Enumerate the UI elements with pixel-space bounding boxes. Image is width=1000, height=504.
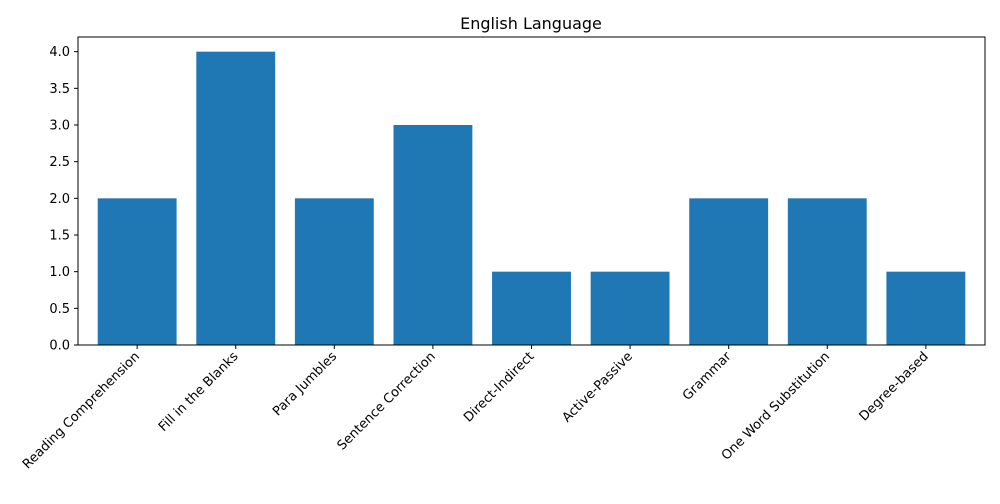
- x-tick-label: Para Jumbles: [270, 349, 340, 419]
- x-tick-label: One Word Substitution: [719, 349, 833, 463]
- x-tick-label: Reading Comprehension: [20, 349, 143, 472]
- bar-degree-based: [886, 271, 966, 345]
- bar-para-jumbles: [294, 198, 374, 345]
- plot-frame: [77, 36, 986, 346]
- y-tick-label: 3.5: [49, 82, 70, 97]
- chart-title: English Language: [460, 14, 602, 33]
- x-tick-label: Degree-based: [857, 349, 932, 424]
- x-tick-label: Grammar: [680, 349, 735, 404]
- bar-one-word-substitution: [787, 198, 867, 345]
- bar-reading-comprehension: [97, 198, 177, 345]
- y-tick-label: 2.0: [49, 192, 70, 207]
- y-tick-label: 4.0: [49, 45, 70, 60]
- bar-direct-indirect: [492, 271, 571, 345]
- y-tick-label: 3.0: [49, 119, 70, 134]
- x-tick-label: Direct-Indirect: [461, 349, 537, 425]
- y-tick-label: 1.0: [49, 265, 70, 280]
- x-tick-label: Sentence Correction: [335, 349, 439, 453]
- x-tick-label: Active-Passive: [560, 349, 636, 425]
- x-tick-label: Fill in the Blanks: [156, 349, 242, 435]
- y-tick-label: 0.0: [49, 339, 70, 354]
- bar-fill-in-the-blanks: [196, 51, 276, 346]
- bar-active-passive: [590, 271, 670, 345]
- y-tick-label: 2.5: [49, 155, 70, 170]
- bar-grammar: [689, 198, 769, 345]
- bar-sentence-correction: [393, 125, 473, 345]
- y-tick-label: 1.5: [49, 229, 70, 244]
- y-tick-label: 0.5: [49, 302, 70, 317]
